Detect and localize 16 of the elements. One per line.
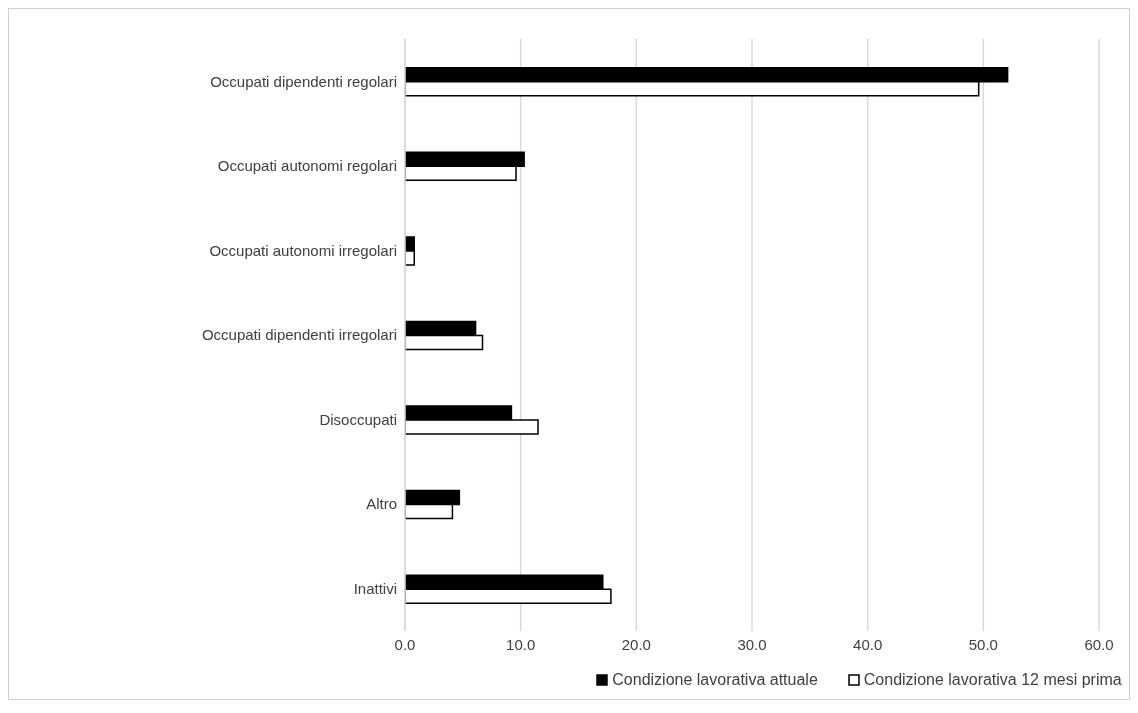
x-tick-label: 40.0 (853, 635, 883, 653)
y-tick-label: Altro (366, 495, 397, 513)
x-tick-label: 0.0 (394, 635, 416, 653)
y-tick-label: Occupati dipendenti regolari (210, 72, 397, 90)
y-tick-label: Occupati dipendenti irregolari (201, 326, 397, 344)
y-tick-label: Occupati autonomi irregolari (209, 241, 397, 259)
y-tick-label: Occupati autonomi regolari (217, 157, 397, 175)
x-tick-label: 60.0 (1084, 635, 1114, 653)
legend-label: Condizione lavorativa 12 mesi prima (863, 671, 1122, 689)
x-tick-label: 20.0 (621, 635, 651, 653)
x-tick-label: 10.0 (506, 635, 536, 653)
y-tick-label: Inattivi (353, 580, 397, 598)
x-tick-label: 50.0 (968, 635, 998, 653)
legend-label: Condizione lavorativa attuale (612, 671, 818, 689)
y-tick-label: Disoccupati (319, 410, 397, 428)
x-tick-label: 30.0 (737, 635, 767, 653)
